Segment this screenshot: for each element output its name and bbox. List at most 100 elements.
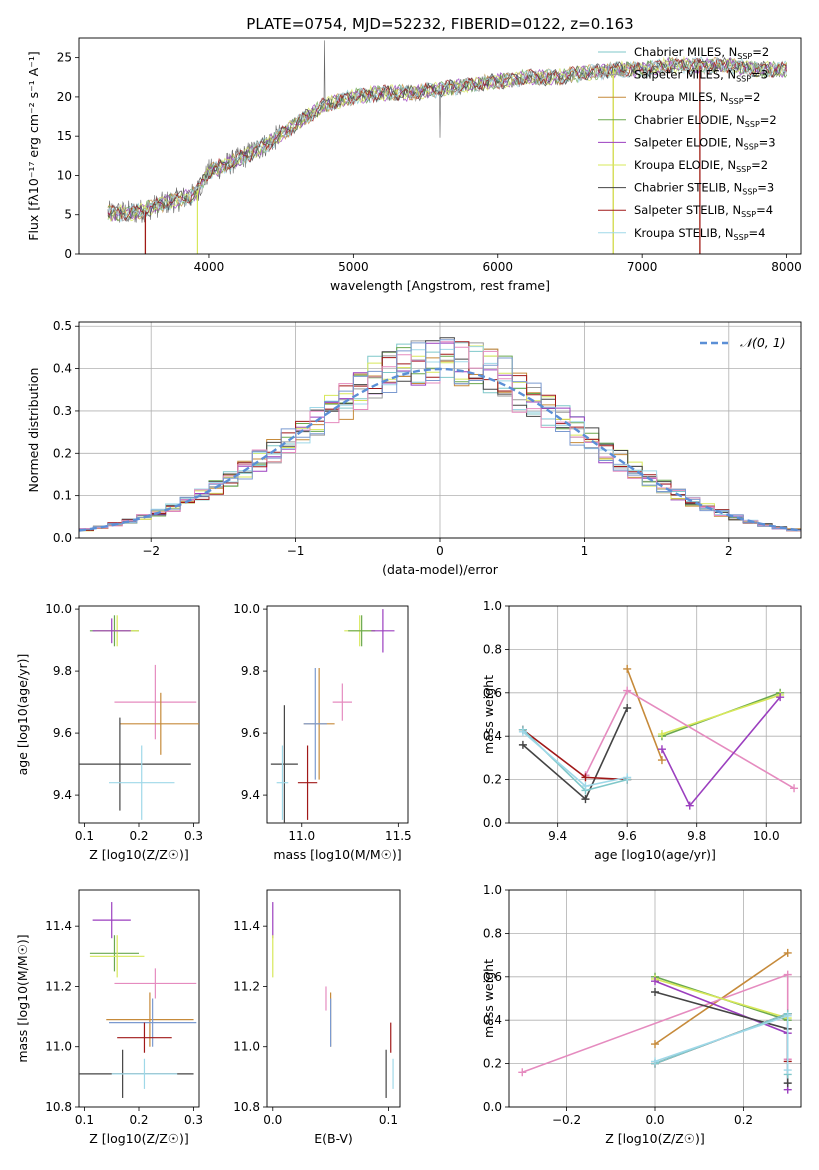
y-tick-label: 0.4 <box>53 362 72 376</box>
weight-series-line <box>654 991 789 1084</box>
weight-marker <box>581 795 590 804</box>
weight-marker <box>651 987 659 996</box>
weight-marker <box>651 1057 659 1066</box>
x-tick-label: 4000 <box>194 260 225 274</box>
y-tick-label: 10 <box>57 168 72 182</box>
y-tick-label: 9.8 <box>53 664 72 678</box>
x-tick-label: 10.0 <box>753 829 780 843</box>
x-tick-label: 0.3 <box>184 1113 203 1127</box>
x-tick-label: 9.8 <box>687 829 706 843</box>
weight-marker <box>783 1079 792 1088</box>
model-spectrum-line <box>107 56 787 221</box>
errorbar-point <box>92 902 131 939</box>
weight-marker <box>651 1040 659 1049</box>
x-axis-label: age [log10(age/yr)] <box>594 847 716 862</box>
y-tick-label: 25 <box>57 51 72 65</box>
spectrum-legend: Chabrier MILES, NSSP=2 Salpeter MILES, NS… <box>598 45 777 242</box>
x-axis-label: Z [log10(Z/Z☉)] <box>605 1131 705 1146</box>
x-tick-label: 11.0 <box>288 829 315 843</box>
legend-entry: Salpeter MILES, NSSP=3 <box>634 68 768 84</box>
axes-frame <box>78 321 802 539</box>
y-tick-label: 0 <box>64 247 72 261</box>
y-tick-label: 0.2 <box>483 773 502 787</box>
weight-marker <box>518 1068 527 1077</box>
y-tick-label: 0.6 <box>483 686 502 700</box>
gaussian-reference-line <box>79 367 801 532</box>
legend-entry: Chabrier STELIB, NSSP=3 <box>634 181 774 197</box>
model-spectrum-line <box>107 56 787 223</box>
y-axis-label: mass weight <box>481 959 496 1038</box>
weight-vs-Z-plot: −0.2 0.0 0.2 0.0 0.2 0.4 0.6 0.8 1.0 Z [log10(Z/Z… <box>481 883 802 1146</box>
errorbar-point <box>79 717 191 811</box>
age-vs-mass-plot: 11.0 11.5 9.4 9.6 9.8 10.0 mass [log10(M/M☉)] <box>233 602 411 862</box>
age-vs-Z-plot: 0.1 0.2 0.3 9.4 9.6 9.8 10.0 Z [log10(Z/Z☉)] age… <box>15 602 203 862</box>
errorbar-point <box>106 992 194 1047</box>
mass-vs-Z-plot: 0.1 0.2 0.3 10.8 11.0 11.2 11.4 Z [log10(Z/Z☉)]… <box>15 889 203 1146</box>
axes-frame <box>78 889 200 1108</box>
x-axis-label: E(B-V) <box>314 1131 353 1146</box>
x-tick-label: 0.1 <box>75 829 94 843</box>
x-axis-label: (data-model)/error <box>382 562 499 577</box>
x-tick-label: 0.2 <box>734 1113 753 1127</box>
y-tick-label: 0.0 <box>483 816 502 830</box>
errorbar-point <box>348 615 376 647</box>
legend-entry: Kroupa STELIB, NSSP=4 <box>634 226 765 242</box>
weight-marker <box>783 1066 792 1075</box>
errorbar-group <box>272 902 394 1098</box>
errorbar-point <box>114 664 197 740</box>
y-tick-label: 0.5 <box>53 319 72 333</box>
errorbar-point <box>89 935 139 972</box>
model-spectrum-line <box>107 56 787 223</box>
y-tick-label: 0.6 <box>483 970 502 984</box>
y-tick-label: 9.8 <box>241 664 260 678</box>
spectrum-plot: 4000 5000 6000 7000 8000 0 5 10 15 20 25 wavelength… <box>26 37 802 293</box>
y-tick-label: 0.2 <box>483 1057 502 1071</box>
y-tick-label: 10.8 <box>45 1100 72 1114</box>
weight-lines <box>518 948 792 1094</box>
x-axis-label: wavelength [Angstrom, rest frame] <box>330 278 550 293</box>
errorbar-point <box>303 668 327 780</box>
weight-marker <box>783 948 792 957</box>
weight-series-line <box>584 689 795 789</box>
residuals-plot: −2 −1 0 1 2 0.0 0.1 0.2 0.3 0.4 0.5 (data-model)/er… <box>26 319 802 577</box>
y-tick-label: 9.6 <box>241 726 260 740</box>
y-tick-label: 10.0 <box>233 602 260 616</box>
y-tick-label: 0.2 <box>53 446 72 460</box>
x-tick-label: 0.0 <box>263 1113 282 1127</box>
x-tick-label: 0.2 <box>129 1113 148 1127</box>
axes-frame <box>266 889 401 1108</box>
plots-layer: 4000 5000 6000 7000 80000510152025wavelength… <box>15 37 802 1146</box>
y-axis-label: mass [log10(M/M☉)] <box>15 934 30 1062</box>
weight-lines <box>518 664 799 810</box>
errorbar-point <box>114 968 197 999</box>
figure-title: PLATE=0754, MJD=52232, FIBERID=0122, z=0… <box>246 15 633 33</box>
errorbar-point <box>109 998 197 1047</box>
errorbar-group <box>79 902 197 1098</box>
y-tick-label: 15 <box>57 129 72 143</box>
y-axis-label: mass weight <box>481 675 496 754</box>
x-axis-label: Z [log10(Z/Z☉)] <box>89 847 189 862</box>
x-axis-label: Z [log10(Z/Z☉)] <box>89 1131 189 1146</box>
histogram-group <box>79 337 801 533</box>
x-tick-label: 11.5 <box>385 829 412 843</box>
y-tick-label: 0.4 <box>483 1013 502 1027</box>
y-tick-label: 20 <box>57 90 72 104</box>
y-tick-label: 11.0 <box>45 1040 72 1054</box>
y-tick-label: 1.0 <box>483 883 502 897</box>
x-tick-label: 9.4 <box>548 829 567 843</box>
spectrum-lines <box>107 40 787 254</box>
x-tick-label: 5000 <box>338 260 369 274</box>
errorbar-point <box>332 683 352 721</box>
x-tick-label: −2 <box>142 544 160 558</box>
x-tick-label: −1 <box>287 544 305 558</box>
y-tick-label: 11.2 <box>45 979 72 993</box>
legend-entry: Salpeter STELIB, NSSP=4 <box>634 203 773 219</box>
x-tick-label: 0.1 <box>379 1113 398 1127</box>
x-tick-label: 8000 <box>771 260 802 274</box>
weight-marker <box>651 977 659 986</box>
y-tick-label: 11.2 <box>233 979 260 993</box>
weight-series-line <box>626 668 663 761</box>
weight-marker <box>657 745 666 754</box>
y-tick-label: 1.0 <box>483 599 502 613</box>
